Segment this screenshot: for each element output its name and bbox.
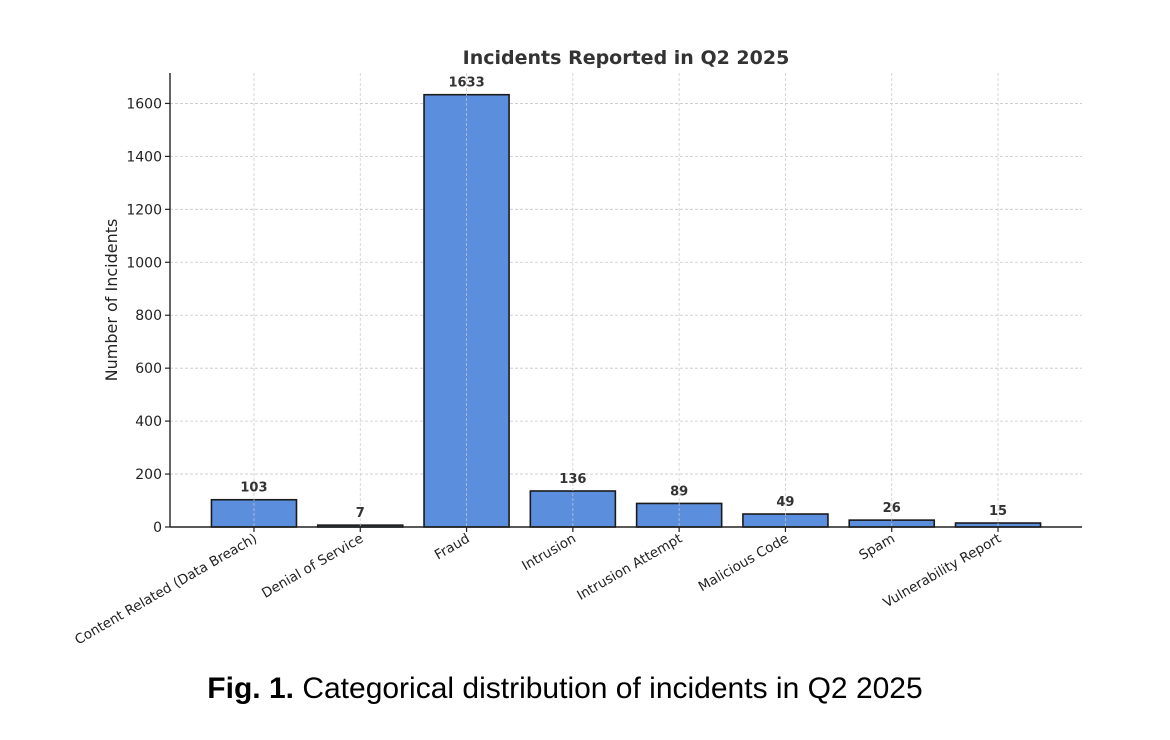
y-tick-label: 0 xyxy=(153,520,162,536)
y-tick-label: 1400 xyxy=(126,149,162,165)
y-axis-label: Number of Incidents xyxy=(102,219,121,382)
x-tick-label: Intrusion xyxy=(519,531,579,575)
data-label: 89 xyxy=(670,484,688,499)
y-tick-label: 400 xyxy=(135,414,162,430)
x-tick-label: Fraud xyxy=(432,531,473,564)
data-label: 49 xyxy=(776,495,794,510)
chart-title: Incidents Reported in Q2 2025 xyxy=(463,47,790,69)
bar-chart: Incidents Reported in Q2 2025 0 200 400 600… xyxy=(72,47,1082,648)
y-tick-label: 200 xyxy=(135,467,162,483)
data-label: 26 xyxy=(883,501,901,516)
figure-caption: Fig. 1. Categorical distribution of inci… xyxy=(0,672,1130,706)
y-tick-label: 1000 xyxy=(126,255,162,271)
x-tick-label: Intrusion Attempt xyxy=(574,531,685,604)
x-tick-label: Content Related (Data Breach) xyxy=(72,531,260,649)
y-axis-ticks: 0 200 400 600 800 1000 1200 1400 1600 xyxy=(126,96,170,536)
x-tick-label: Malicious Code xyxy=(696,531,792,596)
y-tick-label: 600 xyxy=(135,361,162,377)
data-label: 1633 xyxy=(448,76,484,91)
x-tick-label: Spam xyxy=(856,531,897,564)
figure-caption-label: Fig. 1. xyxy=(207,672,294,705)
grid xyxy=(170,103,1082,475)
x-axis-ticks: Content Related (Data Breach) Denial of S… xyxy=(72,527,1004,648)
data-label: 136 xyxy=(559,472,586,487)
y-tick-label: 1200 xyxy=(126,202,162,218)
bars xyxy=(210,93,1042,528)
y-tick-label: 800 xyxy=(135,308,162,324)
x-tick-label: Vulnerability Report xyxy=(880,531,1004,612)
data-label: 103 xyxy=(240,481,267,496)
data-label: 7 xyxy=(356,506,365,521)
y-tick-label: 1600 xyxy=(126,96,162,112)
x-tick-label: Denial of Service xyxy=(259,531,366,602)
figure-caption-text: Categorical distribution of incidents in… xyxy=(293,672,923,705)
data-labels: 103 7 1633 136 89 49 26 15 xyxy=(240,73,1007,527)
axes xyxy=(169,73,1082,528)
data-label: 15 xyxy=(989,504,1007,519)
